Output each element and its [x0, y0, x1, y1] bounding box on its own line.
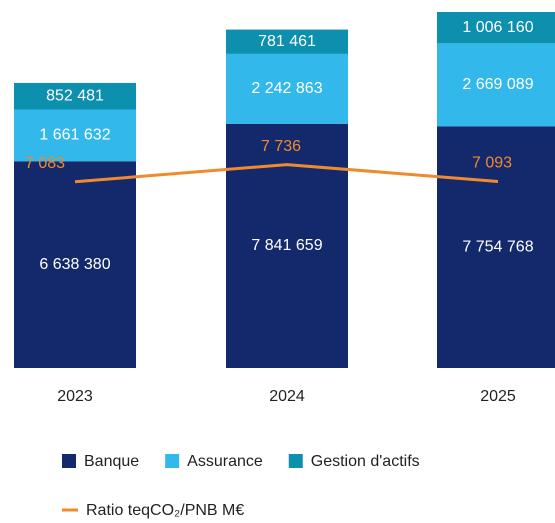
- ratio-line: [74, 163, 499, 184]
- legend-label: Gestion d'actifs: [311, 453, 420, 470]
- bar-segment: [14, 161, 136, 368]
- x-tick-label: 2025: [480, 388, 516, 405]
- data-label: 1 661 632: [39, 127, 110, 144]
- x-tick-label: 2023: [57, 388, 93, 405]
- line-label: 7 083: [25, 155, 65, 172]
- bar-segment: [437, 12, 555, 44]
- line-label: 7 736: [261, 138, 301, 155]
- bar-segment: [437, 126, 555, 368]
- line-label: 7 093: [472, 155, 512, 172]
- legend-swatch: [165, 454, 180, 468]
- legend-label: Ratio teqCO₂/PNB M€: [86, 502, 244, 519]
- data-label: 781 461: [258, 33, 316, 50]
- data-label: 6 638 380: [39, 256, 110, 273]
- data-label: 7 754 768: [462, 238, 533, 255]
- legend-swatch: [288, 454, 303, 468]
- legend-label: Assurance: [187, 453, 263, 470]
- x-tick-label: 2024: [269, 388, 305, 405]
- legend-label: Banque: [84, 453, 139, 470]
- data-label: 852 481: [46, 87, 104, 104]
- bar-segment: [437, 43, 555, 127]
- bar-segment: [14, 109, 136, 162]
- data-label: 2 669 089: [462, 76, 533, 93]
- data-label: 7 841 659: [251, 237, 322, 254]
- data-label: 2 242 863: [251, 80, 322, 97]
- data-label: 1 006 160: [462, 19, 533, 36]
- bar-segment: [226, 53, 348, 124]
- bar-segment: [14, 82, 136, 110]
- bar-segment: [226, 29, 348, 54]
- legend-swatch: [62, 454, 76, 468]
